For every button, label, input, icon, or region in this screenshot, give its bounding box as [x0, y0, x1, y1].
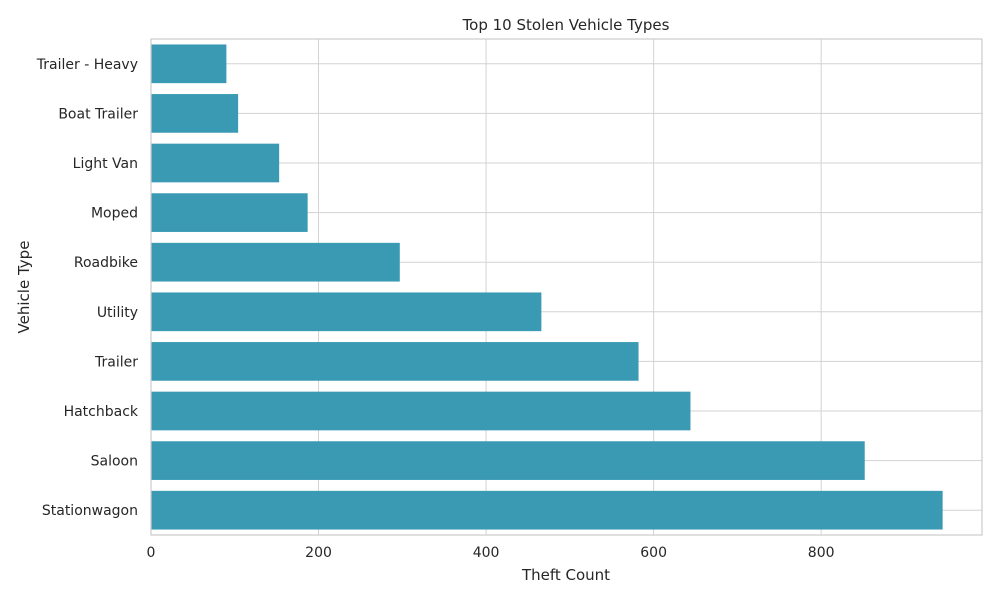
y-tick-label: Saloon [91, 454, 138, 470]
y-tick-label: Hatchback [64, 404, 139, 420]
bar-hatchback [151, 391, 691, 431]
y-tick-label: Roadbike [74, 255, 138, 271]
bar-trailer [151, 342, 639, 381]
bar-boat-trailer [151, 94, 239, 133]
bar-saloon [151, 441, 865, 480]
y-tick-label: Boat Trailer [58, 106, 138, 122]
y-tick-labels: Stationwagon Saloon Hatchback Trailer Utilit… [36, 57, 139, 519]
y-tick-label: Moped [91, 206, 138, 222]
bar-utility [151, 292, 542, 332]
bar-light-van [151, 143, 280, 183]
y-axis-title: Vehicle Type [15, 241, 33, 334]
bar-moped [151, 193, 308, 232]
y-tick-label: Utility [97, 305, 138, 321]
x-axis-title: Theft Count [521, 566, 610, 584]
bars [151, 44, 943, 530]
bar-roadbike [151, 242, 400, 282]
chart-title: Top 10 Stolen Vehicle Types [462, 16, 670, 34]
bar-trailer-heavy [151, 44, 227, 84]
plot-frame [150, 38, 983, 536]
y-tick-label: Trailer - Heavy [36, 57, 138, 73]
x-tick-label: 200 [305, 545, 332, 561]
x-tick-label: 800 [808, 545, 835, 561]
x-tick-labels: 0 200 400 600 800 [147, 545, 835, 561]
y-tick-label: Light Van [73, 156, 138, 172]
y-tick-label: Trailer [94, 354, 138, 370]
x-tick-label: 600 [640, 545, 667, 561]
y-tick-label: Stationwagon [42, 503, 138, 519]
x-tick-label: 0 [147, 545, 156, 561]
x-tick-label: 400 [473, 545, 500, 561]
bar-stationwagon [151, 490, 943, 530]
